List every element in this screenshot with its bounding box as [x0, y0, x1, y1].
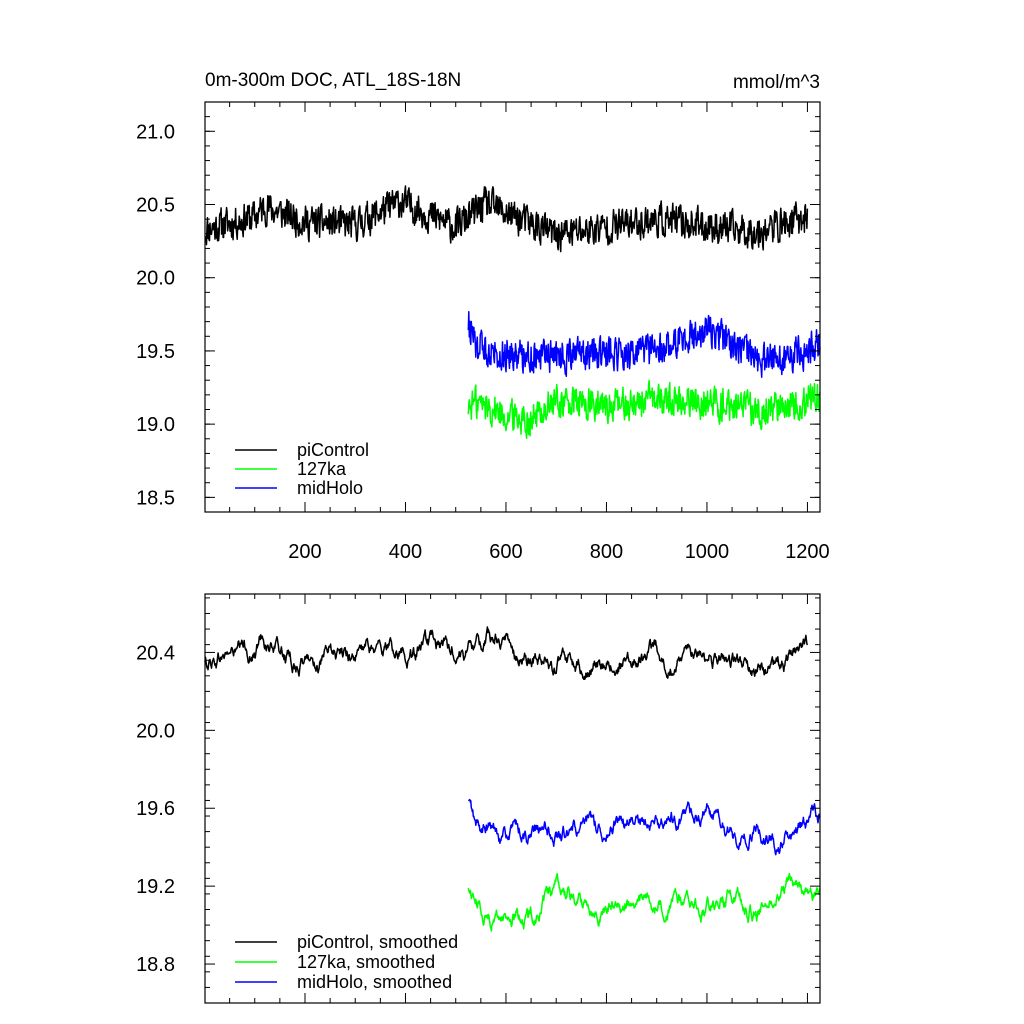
- x-tick-label: 1200: [785, 541, 830, 563]
- legend-label: midHolo: [297, 478, 363, 498]
- units-label: mmol/m^3: [733, 72, 820, 93]
- series-line-1-1: [467, 872, 821, 932]
- legend-label: 127ka, smoothed: [297, 952, 435, 972]
- y-tick-label: 21.0: [136, 121, 175, 143]
- y-tick-label: 18.8: [136, 954, 175, 976]
- series-line-0-0: [204, 185, 809, 253]
- x-tick-label: 1000: [685, 541, 730, 563]
- bottom-panel: 18.8 19.2 19.6 20.0 20.4 piControl, smoothed1…: [136, 593, 821, 1004]
- y-tick-label: 19.0: [136, 414, 175, 436]
- legend-label: piControl, smoothed: [297, 932, 458, 952]
- y-tick-label: 20.0: [136, 268, 175, 290]
- legend-label: 127ka: [297, 459, 347, 479]
- series-line-1-0: [204, 626, 809, 681]
- y-tick-label: 20.0: [136, 720, 175, 742]
- legend-label: midHolo, smoothed: [297, 972, 452, 992]
- y-tick-label: 19.2: [136, 876, 175, 898]
- x-tick-label: 800: [590, 541, 623, 563]
- series-line-1-2: [468, 798, 821, 856]
- y-tick-label: 19.6: [136, 798, 175, 820]
- y-tick-label: 19.5: [136, 341, 175, 363]
- x-tick-label: 600: [489, 541, 522, 563]
- plot-frame: [204, 593, 821, 1004]
- y-tick-label: 20.5: [136, 195, 175, 217]
- x-tick-label: 400: [389, 541, 422, 563]
- x-tick-label: 200: [288, 541, 321, 563]
- y-tick-label: 18.5: [136, 487, 175, 509]
- series-line-0-2: [467, 310, 821, 378]
- series-line-0-1: [467, 379, 821, 440]
- top-panel: 200 400 600 800 1000 1200 18.5 19.0 19.5 20.0 20.5…: [136, 101, 830, 563]
- y-tick-label: 20.4: [136, 642, 175, 664]
- legend-label: piControl: [297, 440, 369, 460]
- chart-title: 0m-300m DOC, ATL_18S-18N: [205, 70, 461, 91]
